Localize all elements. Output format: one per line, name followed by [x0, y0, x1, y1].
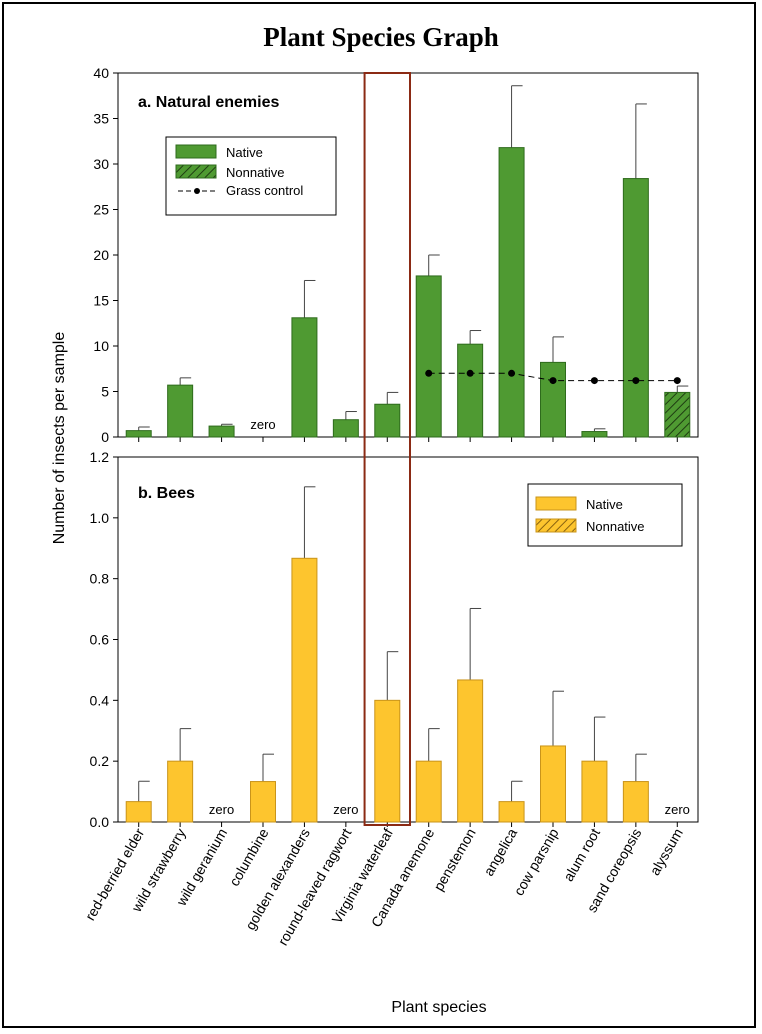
legend-b-native-swatch — [535, 496, 577, 511]
legend-a-native-label: Native — [226, 145, 263, 160]
bar-b-alum-root — [581, 760, 608, 823]
grass-control-point — [673, 377, 681, 385]
zero-label-b: zero — [665, 802, 690, 817]
y-tick-label-a: 25 — [93, 202, 109, 218]
bar-b-angelica — [498, 801, 525, 823]
legend-b-nonnative-swatch — [535, 518, 577, 533]
panel-b-label: b. Bees — [138, 485, 195, 502]
bar-a-golden-alexanders — [291, 317, 318, 438]
y-tick-label-b: 0.8 — [90, 571, 110, 587]
legend-a-nonnative-swatch — [175, 164, 217, 179]
y-tick-label-a: 15 — [93, 293, 109, 309]
bar-b-golden-alexanders — [291, 557, 318, 823]
y-tick-label-b: 0.4 — [90, 692, 110, 708]
y-tick-label-a: 20 — [93, 247, 109, 263]
legend-a: Native Nonnative Grass control — [165, 136, 337, 216]
grass-control-point — [425, 369, 433, 377]
legend-a-nonnative-label: Nonnative — [226, 165, 285, 180]
grass-control-point — [632, 377, 640, 385]
bar-a-penstemon — [457, 343, 484, 438]
y-tick-label-b: 1.0 — [90, 510, 110, 526]
y-tick-label-a: 0 — [101, 429, 109, 445]
y-tick-label-a: 35 — [93, 111, 109, 127]
bar-b-columbine — [250, 781, 276, 823]
panel-a-label: a. Natural enemies — [138, 94, 280, 111]
bar-b-sand-coreopsis — [622, 781, 649, 823]
y-tick-label-b: 1.2 — [90, 449, 110, 465]
y-tick-label-b: 0.2 — [90, 753, 110, 769]
bar-b-canada-anemone — [415, 760, 442, 823]
y-tick-label-a: 10 — [93, 338, 109, 354]
bar-b-penstemon — [457, 679, 484, 823]
bar-b-red-berried-elder — [125, 801, 152, 823]
bar-a-round-leaved-ragwort — [332, 419, 359, 438]
category-label: columbine — [226, 825, 272, 888]
x-axis-label: Plant species — [391, 999, 486, 1016]
plot-area-a — [117, 72, 699, 438]
bar-b-wild-strawberry — [167, 760, 194, 823]
legend-a-grass-marker — [194, 188, 200, 194]
zero-label-b: zero — [333, 802, 358, 817]
bar-a-alyssum — [664, 391, 691, 438]
bar-a-cow-parsnip — [540, 361, 566, 438]
bar-a-wild-geranium — [208, 425, 235, 438]
grass-control-point — [466, 369, 474, 377]
legend-b: Native Nonnative — [527, 483, 683, 547]
bar-a-canada-anemone — [415, 275, 442, 438]
grass-control-point — [590, 377, 598, 385]
legend-a-native-swatch — [175, 144, 217, 159]
bar-a-sand-coreopsis — [622, 178, 649, 438]
bar-a-red-berried-elder — [125, 430, 152, 438]
chart-title: Plant Species Graph — [263, 22, 499, 52]
bar-a-virginia-waterleaf — [374, 403, 401, 438]
y-tick-label-a: 5 — [101, 384, 109, 400]
grass-control-point — [508, 369, 516, 377]
category-label: alyssum — [646, 826, 686, 878]
zero-label-b: zero — [209, 802, 234, 817]
highlight-box — [363, 72, 412, 826]
category-label: alum root — [560, 825, 603, 884]
category-label: angelica — [480, 825, 520, 878]
y-tick-label-b: 0.6 — [90, 632, 110, 648]
bar-b-cow-parsnip — [540, 745, 566, 823]
legend-b-nonnative-label: Nonnative — [586, 519, 645, 534]
bar-a-angelica — [498, 147, 525, 438]
panel-natural-enemies: 0 5 10 15 20 25 30 35 40 zero — [93, 65, 699, 445]
panel-bees: 0.0 0.2 0.4 0.6 0.8 1.0 1.2 zero zero zero — [90, 449, 699, 830]
bar-b-virginia-waterleaf — [374, 699, 401, 823]
grass-control-point — [549, 377, 557, 385]
y-tick-label-b: 0.0 — [90, 814, 110, 830]
y-tick-label-a: 40 — [93, 65, 109, 81]
bar-a-alum-root — [581, 431, 608, 438]
legend-b-box — [527, 483, 683, 547]
bar-a-wild-strawberry — [167, 384, 194, 438]
legend-a-grass-label: Grass control — [226, 183, 303, 198]
y-tick-label-a: 30 — [93, 156, 109, 172]
y-axis-label: Number of insects per sample — [51, 332, 68, 545]
zero-label-a: zero — [250, 417, 275, 432]
category-label: round-leaved ragwort — [274, 825, 354, 948]
category-label: penstemon — [430, 826, 478, 894]
legend-b-native-label: Native — [586, 497, 623, 512]
